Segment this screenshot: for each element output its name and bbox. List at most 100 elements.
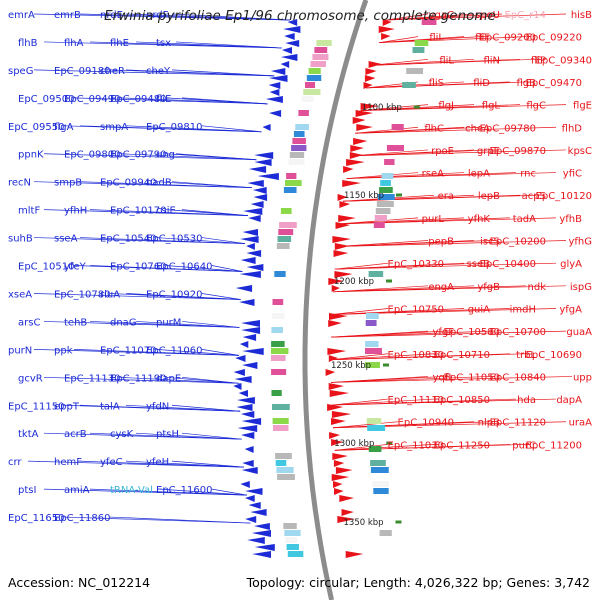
forward-gene-arrow bbox=[363, 82, 373, 89]
gene-label-flip: fliP bbox=[531, 55, 546, 66]
gene-block bbox=[373, 488, 389, 494]
leader-line bbox=[339, 217, 465, 225]
gene-label-epc-10540: EpC_10540 bbox=[100, 234, 156, 245]
leader-line bbox=[89, 488, 247, 496]
leader-line bbox=[331, 376, 573, 383]
gene-label-epc-09220: EpC_09220 bbox=[526, 33, 582, 44]
reverse-gene-arrow bbox=[268, 82, 281, 89]
reverse-gene-arrow bbox=[251, 530, 271, 537]
gene-label-flga: flgA bbox=[54, 122, 74, 133]
gene-block bbox=[365, 320, 377, 326]
forward-gene-arrow bbox=[346, 159, 365, 166]
scale-tick-1250-kbp: 1250 kbp bbox=[331, 361, 371, 371]
gene-label-epc-11150: EpC_11150 bbox=[8, 401, 64, 412]
gene-block bbox=[284, 530, 301, 536]
gene-block bbox=[286, 173, 297, 179]
gene-block bbox=[365, 348, 382, 354]
gene-label-yfey: yfeY bbox=[64, 262, 87, 273]
leader-line bbox=[366, 81, 511, 89]
gene-label-yfhh: yfhH bbox=[64, 206, 87, 217]
gene-label-flil: fliL bbox=[429, 33, 444, 44]
gene-label-purl: purL bbox=[422, 214, 445, 225]
forward-gene-arrow bbox=[325, 369, 336, 376]
gene-label-nrdf: nrdF bbox=[146, 10, 169, 21]
gene-label-enga: engA bbox=[428, 282, 454, 293]
leader-line bbox=[334, 262, 557, 270]
label-leader-lines bbox=[27, 13, 573, 524]
gene-label-epc-09940: EpC_09940 bbox=[100, 178, 156, 189]
reverse-gene-arrow bbox=[248, 502, 261, 509]
gene-block bbox=[271, 369, 287, 375]
gene-label-epc-10510: EpC_10510 bbox=[18, 262, 74, 273]
leader-line bbox=[181, 97, 268, 105]
reverse-gene-arrow bbox=[252, 551, 271, 558]
gene-label-flha: flhA bbox=[64, 38, 84, 49]
gene-label-epc-10690: EpC_10690 bbox=[526, 350, 582, 361]
leader-line bbox=[201, 125, 262, 133]
gene-block bbox=[368, 446, 382, 452]
forward-gene-arrow bbox=[364, 75, 376, 82]
forward-gene-arrow bbox=[327, 404, 344, 411]
reverse-gene-arrow bbox=[283, 26, 301, 33]
gene-block bbox=[283, 523, 297, 529]
reverse-gene-arrow bbox=[253, 187, 267, 194]
gene-label-ndk: ndk bbox=[528, 282, 547, 293]
forward-gene-arrow bbox=[331, 285, 340, 292]
gene-block bbox=[275, 460, 287, 466]
gene-label-flgc: flgC bbox=[526, 101, 546, 112]
gene-block bbox=[276, 467, 294, 473]
gene-label-ispg: ispG bbox=[570, 282, 592, 293]
forward-gene-arrow bbox=[328, 278, 344, 285]
gene-label-ppnk: ppnK bbox=[18, 150, 44, 161]
gene-label-upp: upp bbox=[573, 372, 592, 383]
leader-line bbox=[331, 376, 491, 383]
forward-gene-arrow bbox=[333, 250, 349, 257]
forward-gene-arrow bbox=[355, 110, 374, 117]
gene-label-yfhb: yfhB bbox=[559, 214, 582, 225]
leader-line bbox=[333, 421, 399, 429]
gene-label-epc-11190: EpC_11190 bbox=[110, 373, 166, 384]
gene-block bbox=[402, 82, 416, 88]
leader-line bbox=[125, 404, 241, 412]
reverse-gene-arrow bbox=[246, 243, 255, 250]
leader-line bbox=[211, 265, 243, 272]
gene-block bbox=[301, 96, 314, 102]
gene-label-guaa: guaA bbox=[566, 327, 592, 338]
reverse-gene-arrow bbox=[247, 180, 264, 187]
gene-label-flhd: flhD bbox=[562, 123, 583, 134]
gene-label-tala: talA bbox=[100, 401, 120, 412]
gene-label-rpoe: rpoE bbox=[431, 146, 454, 157]
gene-block bbox=[291, 145, 307, 151]
gene-label-eppt: eppT bbox=[54, 401, 80, 412]
leader-line bbox=[386, 13, 475, 21]
reverse-gene-arrow bbox=[235, 355, 246, 362]
leader-line bbox=[379, 36, 527, 44]
forward-gene-arrow bbox=[353, 138, 368, 145]
reverse-gene-arrow bbox=[242, 362, 258, 369]
gene-block bbox=[372, 481, 389, 487]
forward-gene-arrow bbox=[345, 551, 364, 558]
gene-block bbox=[271, 390, 282, 396]
forward-gene-arrow bbox=[365, 68, 377, 75]
gene-label-epc-10700: EpC_10700 bbox=[490, 327, 546, 338]
gene-block bbox=[374, 215, 388, 221]
gene-label-epc-11200: EpC_11200 bbox=[526, 440, 582, 451]
leader-line bbox=[171, 181, 252, 189]
gene-label-epc-11070: EpC_11070 bbox=[100, 345, 156, 356]
gene-label-epc-11130: EpC_11130 bbox=[64, 373, 120, 384]
gene-label-rnc: rnc bbox=[520, 169, 536, 180]
tick-mark bbox=[383, 363, 389, 367]
reverse-gene-arrow bbox=[240, 481, 250, 488]
gene-label-flil: fliL bbox=[439, 55, 454, 66]
leader-line bbox=[201, 349, 240, 356]
gene-label-flif: fliF bbox=[475, 33, 490, 44]
reverse-gene-arrow bbox=[235, 285, 253, 292]
reverse-gene-arrow bbox=[287, 19, 298, 26]
leader-line bbox=[135, 321, 240, 328]
gene-label-crr: crr bbox=[8, 457, 22, 468]
forward-gene-arrow bbox=[327, 348, 347, 355]
reverse-gene-arrow bbox=[238, 390, 248, 397]
gene-label-ygac: ygaC bbox=[429, 10, 454, 21]
gene-label-arsc: arsC bbox=[18, 317, 40, 328]
leader-line bbox=[331, 398, 517, 406]
